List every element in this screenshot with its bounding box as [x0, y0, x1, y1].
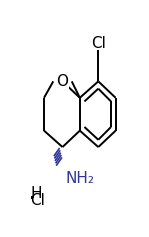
Text: Cl: Cl	[30, 193, 45, 208]
Text: O: O	[56, 74, 69, 89]
Text: H: H	[30, 186, 42, 201]
Text: NH₂: NH₂	[66, 171, 95, 186]
Text: Cl: Cl	[91, 36, 106, 50]
